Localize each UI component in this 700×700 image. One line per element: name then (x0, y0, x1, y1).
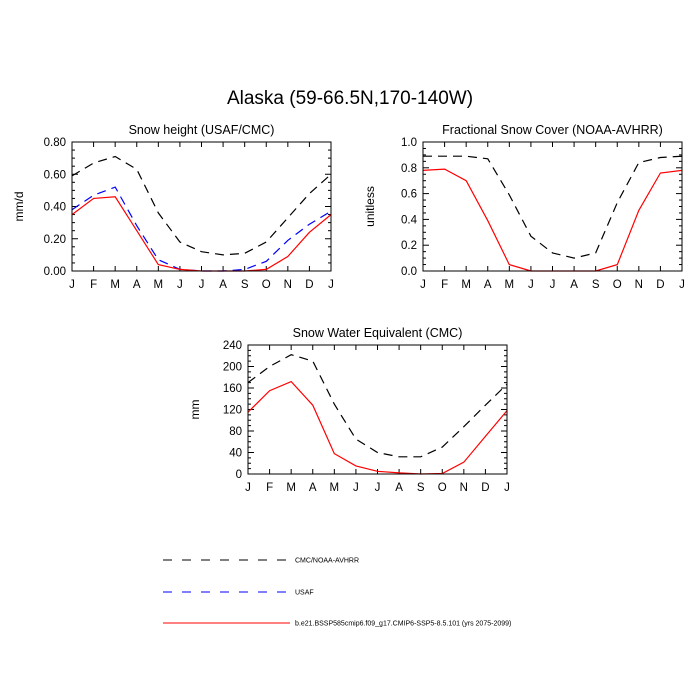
y-tick-label: 0.4 (401, 214, 418, 226)
x-tick-label: F (441, 279, 448, 291)
y-tick-label: 0.8 (401, 163, 417, 175)
y-axis-label: mm/d (12, 192, 26, 222)
y-axis-label: unitless (363, 186, 377, 227)
x-tick-label: J (528, 279, 534, 291)
plot-frame (247, 344, 508, 475)
legend-label: b.e21.BSSP585cmip6.f09_g17.CMIP6-SSP5-8.… (295, 621, 511, 628)
x-tick-label: D (481, 482, 489, 494)
panel-title: Snow height (USAF/CMC) (129, 123, 275, 137)
y-tick-label: 0.6 (401, 189, 417, 201)
x-tick-label: A (570, 279, 578, 291)
snow-water-equivalent-panel: Snow Water Equivalent (CMC) mm J F M A M J J A S O N… (188, 326, 510, 494)
x-tick-label: M (110, 279, 120, 291)
y-tick-label: 1.0 (401, 137, 417, 149)
panel-title: Snow Water Equivalent (CMC) (293, 326, 463, 340)
x-tick-label: N (284, 279, 292, 291)
x-tick-label: M (330, 482, 340, 494)
y-tick-label: 240 (223, 340, 242, 352)
y-tick-label: 0.0 (401, 266, 417, 278)
series-line-cmc (423, 155, 683, 259)
series-line-cmc (71, 155, 332, 256)
x-tick-label: J (69, 279, 75, 291)
x-tick-label: D (656, 279, 664, 291)
legend: CMC/NOAA-AVHRR USAF b.e21.BSSP585cmip6.f09… (163, 558, 511, 628)
x-tick-label: J (420, 279, 426, 291)
x-tick-label: A (395, 482, 403, 494)
y-tick-label: 0.60 (44, 169, 66, 181)
x-tick-label: J (199, 279, 205, 291)
y-tick-label: 0.40 (44, 202, 66, 214)
x-tick-label: J (504, 482, 510, 494)
series-line-model (422, 168, 683, 272)
x-tick-label: J (375, 482, 381, 494)
y-tick-label: 160 (223, 383, 242, 395)
x-tick-label: M (461, 279, 471, 291)
y-tick-label: 0.80 (44, 137, 66, 149)
figure-title: Alaska (59-66.5N,170-140W) (226, 88, 474, 109)
y-tick-label: 80 (229, 426, 242, 438)
x-tick-label: M (154, 279, 164, 291)
x-tick-label: F (266, 482, 273, 494)
x-tick-label: J (245, 482, 251, 494)
x-tick-label: O (262, 279, 271, 291)
y-tick-label: 40 (229, 448, 242, 460)
x-tick-label: J (679, 279, 685, 291)
series-line-usaf (71, 186, 332, 272)
x-tick-label: F (90, 279, 97, 291)
y-tick-label: 0.20 (44, 234, 66, 246)
x-tick-label: J (353, 482, 359, 494)
x-tick-label: O (613, 279, 622, 291)
y-axis-label: mm (188, 400, 202, 420)
x-tick-label: O (438, 482, 447, 494)
plot-frame (71, 141, 332, 272)
series-line-model (247, 380, 508, 475)
x-tick-label: J (328, 279, 334, 291)
y-tick-label: 200 (223, 362, 242, 374)
x-tick-label: S (592, 279, 600, 291)
x-tick-label: J (550, 279, 556, 291)
x-tick-label: D (305, 279, 313, 291)
fractional-snow-cover-panel: Fractional Snow Cover (NOAA-AVHRR) unitle… (363, 123, 685, 291)
x-tick-label: S (417, 482, 425, 494)
x-tick-label: S (241, 279, 249, 291)
x-tick-label: A (309, 482, 317, 494)
x-tick-label: N (460, 482, 468, 494)
x-tick-label: M (286, 482, 296, 494)
x-tick-label: J (177, 279, 183, 291)
series-line-cmc (247, 354, 508, 458)
plot-frame (422, 141, 683, 272)
snow-height-panel: Snow height (USAF/CMC)mm/dJ F M A M J J A S O N D J0… (12, 123, 334, 291)
x-tick-label: N (635, 279, 643, 291)
legend-label: CMC/NOAA-AVHRR (295, 558, 359, 565)
x-tick-label: M (505, 279, 515, 291)
series-line-model (71, 196, 332, 272)
panel-title: Fractional Snow Cover (NOAA-AVHRR) (442, 123, 663, 137)
x-tick-label: A (219, 279, 227, 291)
y-tick-label: 0.00 (44, 266, 66, 278)
legend-label: USAF (295, 590, 314, 597)
y-tick-label: 0 (236, 469, 242, 481)
y-tick-label: 0.2 (401, 240, 417, 252)
x-tick-label: A (484, 279, 492, 291)
x-tick-label: A (133, 279, 141, 291)
y-tick-label: 120 (223, 405, 242, 417)
